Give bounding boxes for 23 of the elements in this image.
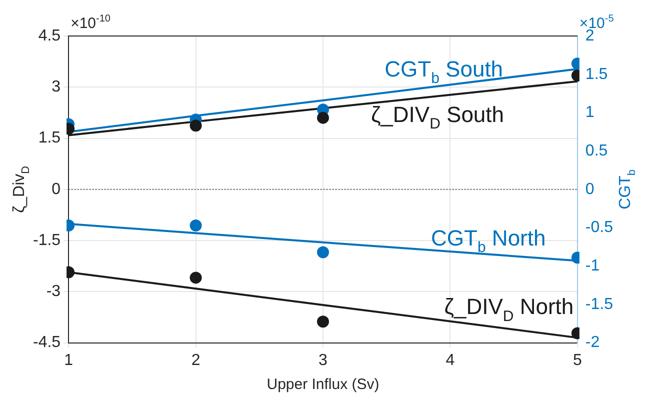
x-tick-label: 1	[64, 352, 74, 369]
y-tick-label: 1.5	[38, 130, 61, 147]
y2-axis-title: CGTb	[617, 169, 638, 210]
x-tick-label: 5	[572, 352, 582, 369]
y2-tick-label: 1	[585, 104, 594, 122]
x-tick-label: 2	[191, 352, 200, 369]
x-tick-label: 4	[446, 352, 455, 369]
y2-tick-label: -1.5	[585, 296, 614, 313]
y2-tick-label: -0.5	[585, 219, 614, 236]
y-tick-label: -1.5	[32, 232, 61, 249]
x-tick-label: 3	[318, 352, 328, 369]
y-tick-label: 0	[52, 180, 61, 198]
y-tick-label: -4.5	[32, 334, 61, 352]
y2-tick-label: -1	[585, 258, 600, 275]
y-tick-label: 4.5	[38, 27, 61, 44]
y-tick-label: 3	[52, 78, 61, 96]
y2-tick-label: 0	[585, 180, 594, 198]
x-axis-title: Upper Influx (Sv)	[266, 376, 380, 393]
y2-tick-label: 1.5	[585, 66, 608, 83]
y2-tick-label: -2	[585, 334, 600, 352]
y-axis-title: ζ_DivD	[11, 166, 32, 213]
y2-tick-label: 0.5	[585, 142, 608, 160]
y-tick-label: -3	[46, 283, 61, 300]
